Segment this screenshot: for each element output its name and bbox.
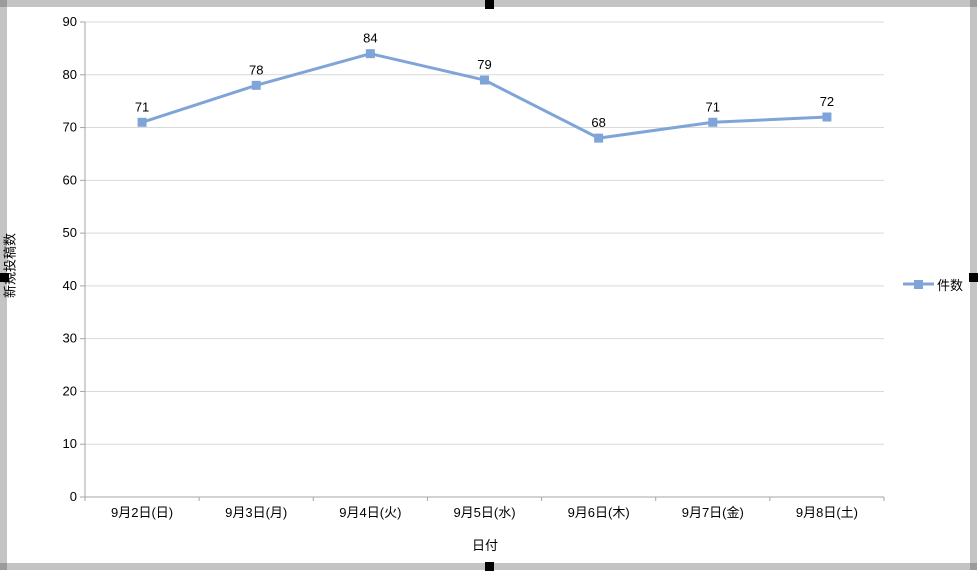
data-point-marker[interactable] (708, 117, 718, 127)
frame-corner-bottom-right (970, 563, 977, 570)
x-axis-category-label: 9月5日(水) (453, 505, 515, 520)
x-axis-category-label: 9月6日(木) (568, 505, 630, 520)
legend[interactable]: 件数 (903, 276, 964, 293)
data-point-marker[interactable] (822, 112, 832, 122)
frame-corner-top-right (970, 0, 977, 7)
resize-handle-top[interactable] (485, 0, 494, 9)
legend-series-marker-icon (903, 280, 934, 289)
chart-frame-border-right (970, 0, 977, 570)
x-axis-category-label: 9月7日(金) (682, 505, 744, 520)
data-point-marker[interactable] (251, 80, 261, 90)
y-axis-title: 新規投稿数 (2, 233, 18, 299)
data-point-label: 84 (363, 31, 377, 46)
y-axis-tick-label: 50 (63, 225, 77, 240)
data-point-label: 79 (477, 57, 491, 72)
frame-corner-bottom-left (0, 563, 7, 570)
y-axis-tick-label: 0 (70, 489, 77, 504)
data-point-label: 71 (135, 99, 149, 114)
x-axis-category-label: 9月8日(土) (796, 505, 858, 520)
resize-handle-left[interactable] (0, 273, 9, 282)
y-axis-tick-label: 10 (63, 436, 77, 451)
x-axis-category-label: 9月2日(日) (111, 505, 173, 520)
resize-handle-right[interactable] (969, 273, 978, 282)
x-axis-title: 日付 (471, 538, 498, 553)
data-point-label: 72 (820, 94, 834, 109)
y-axis-tick-label: 70 (63, 120, 77, 135)
y-axis-tick-label: 80 (63, 67, 77, 82)
data-point-label: 78 (249, 62, 263, 77)
y-axis-tick-label: 30 (63, 331, 77, 346)
frame-corner-top-left (0, 0, 7, 7)
y-axis-tick-label: 40 (63, 278, 77, 293)
data-point-label: 71 (706, 99, 720, 114)
data-point-marker[interactable] (365, 49, 375, 59)
legend-series-label: 件数 (937, 277, 964, 293)
y-axis-tick-label: 20 (63, 383, 77, 398)
data-point-marker[interactable] (480, 75, 489, 85)
x-axis-category-label: 9月4日(火) (339, 505, 401, 520)
data-point-marker[interactable] (594, 133, 604, 143)
chart-frame-border-left (0, 0, 7, 570)
data-point-label: 68 (591, 115, 605, 130)
y-axis-tick-label: 90 (63, 14, 77, 29)
data-point-marker[interactable] (137, 117, 147, 127)
resize-handle-bottom[interactable] (485, 562, 494, 571)
x-axis-category-label: 9月3日(月) (225, 505, 287, 520)
y-axis-tick-label: 60 (63, 172, 77, 187)
